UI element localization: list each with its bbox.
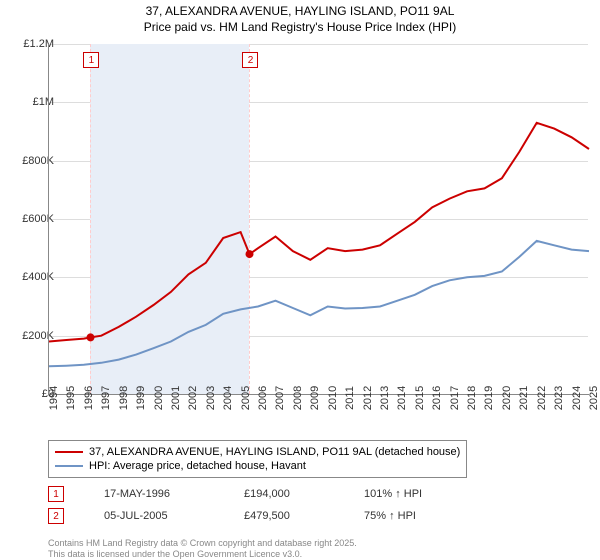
plot-area: 12 — [48, 44, 589, 395]
x-tick-label: 1997 — [100, 386, 112, 410]
sale-row-id: 1 — [48, 486, 64, 502]
sale-row-date: 05-JUL-2005 — [104, 510, 204, 522]
x-tick-label: 2001 — [170, 386, 182, 410]
legend-label: HPI: Average price, detached house, Hava… — [89, 460, 306, 472]
attribution-line-1: Contains HM Land Registry data © Crown c… — [48, 538, 357, 549]
series-price_paid — [49, 123, 589, 342]
x-tick-label: 2013 — [379, 386, 391, 410]
sale-row-date: 17-MAY-1996 — [104, 488, 204, 500]
sale-row: 1 17-MAY-1996 £194,000 101% ↑ HPI — [48, 486, 422, 502]
x-tick-label: 2008 — [292, 386, 304, 410]
legend-row: 37, ALEXANDRA AVENUE, HAYLING ISLAND, PO… — [55, 445, 460, 459]
x-tick-label: 1998 — [118, 386, 130, 410]
x-tick-label: 2020 — [501, 386, 513, 410]
legend-swatch — [55, 465, 83, 467]
x-tick-label: 2021 — [518, 386, 530, 410]
x-tick-label: 2009 — [309, 386, 321, 410]
sale-row-delta: 101% ↑ HPI — [364, 488, 422, 500]
x-tick-label: 2004 — [222, 386, 234, 410]
x-tick-label: 2023 — [553, 386, 565, 410]
sale-row: 2 05-JUL-2005 £479,500 75% ↑ HPI — [48, 508, 416, 524]
legend: 37, ALEXANDRA AVENUE, HAYLING ISLAND, PO… — [48, 440, 467, 478]
legend-swatch — [55, 451, 83, 453]
x-tick-label: 2024 — [571, 386, 583, 410]
x-tick-label: 2006 — [257, 386, 269, 410]
legend-row: HPI: Average price, detached house, Hava… — [55, 459, 460, 473]
x-tick-label: 2003 — [205, 386, 217, 410]
chart-title: 37, ALEXANDRA AVENUE, HAYLING ISLAND, PO… — [0, 0, 600, 35]
x-tick-label: 2000 — [153, 386, 165, 410]
x-tick-label: 2022 — [536, 386, 548, 410]
sale-point — [246, 250, 254, 258]
x-tick-label: 1995 — [65, 386, 77, 410]
sale-point — [87, 333, 95, 341]
plot-svg — [49, 44, 589, 394]
sale-row-price: £479,500 — [244, 510, 324, 522]
x-tick-label: 2015 — [414, 386, 426, 410]
chart-container: 37, ALEXANDRA AVENUE, HAYLING ISLAND, PO… — [0, 0, 600, 560]
title-line-2: Price paid vs. HM Land Registry's House … — [0, 20, 600, 36]
x-tick-label: 2019 — [483, 386, 495, 410]
x-tick-label: 2012 — [362, 386, 374, 410]
title-line-1: 37, ALEXANDRA AVENUE, HAYLING ISLAND, PO… — [0, 4, 600, 20]
x-tick-label: 2014 — [396, 386, 408, 410]
x-tick-label: 2025 — [588, 386, 600, 410]
x-tick-label: 2016 — [431, 386, 443, 410]
x-tick-label: 2010 — [327, 386, 339, 410]
legend-label: 37, ALEXANDRA AVENUE, HAYLING ISLAND, PO… — [89, 446, 460, 458]
x-tick-label: 1996 — [83, 386, 95, 410]
sale-row-delta: 75% ↑ HPI — [364, 510, 416, 522]
x-tick-label: 2018 — [466, 386, 478, 410]
series-hpi — [49, 241, 589, 366]
x-tick-label: 1999 — [135, 386, 147, 410]
sale-row-price: £194,000 — [244, 488, 324, 500]
x-tick-label: 2011 — [344, 386, 356, 410]
x-tick-label: 2002 — [187, 386, 199, 410]
x-tick-label: 2005 — [240, 386, 252, 410]
attribution: Contains HM Land Registry data © Crown c… — [48, 538, 357, 560]
x-tick-label: 1994 — [48, 386, 60, 410]
x-tick-label: 2017 — [449, 386, 461, 410]
x-tick-label: 2007 — [274, 386, 286, 410]
attribution-line-2: This data is licensed under the Open Gov… — [48, 549, 357, 560]
sale-row-id: 2 — [48, 508, 64, 524]
